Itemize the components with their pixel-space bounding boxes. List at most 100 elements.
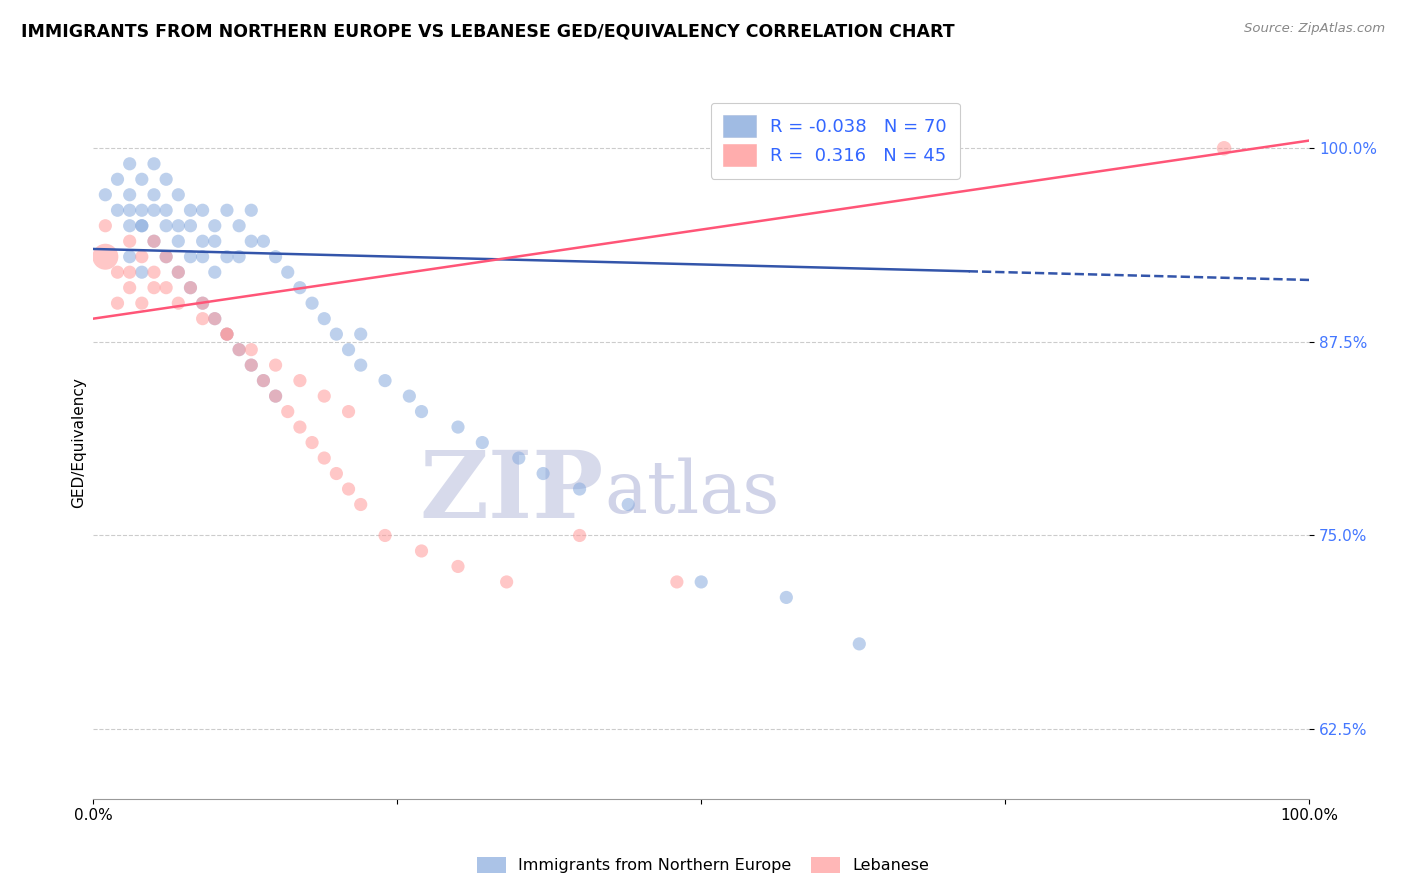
Point <box>107 265 129 279</box>
Point <box>228 343 250 357</box>
Point <box>118 219 141 233</box>
Point <box>167 296 190 310</box>
Point <box>143 234 166 248</box>
Point <box>252 234 274 248</box>
Point <box>252 374 274 388</box>
Point <box>143 234 166 248</box>
Point <box>288 374 311 388</box>
Point <box>143 203 166 218</box>
Point <box>107 296 129 310</box>
Point <box>155 172 177 186</box>
Point <box>775 591 797 605</box>
Point <box>94 219 117 233</box>
Point <box>131 172 153 186</box>
Point <box>240 358 263 372</box>
Point <box>325 467 347 481</box>
Point <box>131 219 153 233</box>
Point <box>277 265 299 279</box>
Point <box>277 404 299 418</box>
Point <box>495 574 517 589</box>
Point <box>215 203 238 218</box>
Point <box>240 343 263 357</box>
Point <box>215 327 238 342</box>
Point <box>288 281 311 295</box>
Point <box>179 281 201 295</box>
Point <box>471 435 494 450</box>
Point <box>191 296 214 310</box>
Point <box>94 250 117 264</box>
Point <box>204 219 226 233</box>
Point <box>155 250 177 264</box>
Point <box>131 296 153 310</box>
Point <box>568 482 591 496</box>
Point <box>204 265 226 279</box>
Point <box>690 574 713 589</box>
Point <box>107 172 129 186</box>
Point <box>240 203 263 218</box>
Point <box>131 219 153 233</box>
Point <box>179 250 201 264</box>
Y-axis label: GED/Equivalency: GED/Equivalency <box>72 377 86 508</box>
Point <box>167 265 190 279</box>
Legend: Immigrants from Northern Europe, Lebanese: Immigrants from Northern Europe, Lebanes… <box>471 850 935 880</box>
Point <box>288 420 311 434</box>
Point <box>204 311 226 326</box>
Text: atlas: atlas <box>605 458 779 528</box>
Point <box>228 250 250 264</box>
Point <box>301 435 323 450</box>
Point <box>325 327 347 342</box>
Point <box>337 404 360 418</box>
Point <box>204 234 226 248</box>
Point <box>118 265 141 279</box>
Point <box>264 389 287 403</box>
Point <box>848 637 870 651</box>
Point <box>155 281 177 295</box>
Point <box>118 187 141 202</box>
Point <box>191 311 214 326</box>
Point <box>143 265 166 279</box>
Point <box>94 187 117 202</box>
Point <box>228 343 250 357</box>
Point <box>179 219 201 233</box>
Point <box>411 544 433 558</box>
Point <box>301 296 323 310</box>
Point <box>228 219 250 233</box>
Point <box>374 528 396 542</box>
Point <box>155 250 177 264</box>
Point <box>240 234 263 248</box>
Point <box>179 281 201 295</box>
Point <box>240 358 263 372</box>
Point <box>118 203 141 218</box>
Point <box>264 389 287 403</box>
Point <box>314 451 336 466</box>
Text: ZIP: ZIP <box>419 448 605 537</box>
Point <box>252 374 274 388</box>
Point <box>118 157 141 171</box>
Point <box>191 250 214 264</box>
Point <box>314 311 336 326</box>
Point <box>568 528 591 542</box>
Point <box>215 327 238 342</box>
Point <box>447 420 470 434</box>
Point <box>131 203 153 218</box>
Point <box>337 482 360 496</box>
Point <box>167 234 190 248</box>
Legend: R = -0.038   N = 70, R =  0.316   N = 45: R = -0.038 N = 70, R = 0.316 N = 45 <box>711 103 960 179</box>
Point <box>155 203 177 218</box>
Point <box>215 327 238 342</box>
Point <box>215 250 238 264</box>
Point <box>155 219 177 233</box>
Point <box>167 265 190 279</box>
Point <box>350 498 373 512</box>
Point <box>350 358 373 372</box>
Point <box>1213 141 1236 155</box>
Point <box>191 296 214 310</box>
Point <box>118 250 141 264</box>
Point <box>337 343 360 357</box>
Point <box>179 203 201 218</box>
Point <box>508 451 530 466</box>
Point <box>204 311 226 326</box>
Point <box>531 467 554 481</box>
Point <box>107 203 129 218</box>
Point <box>191 234 214 248</box>
